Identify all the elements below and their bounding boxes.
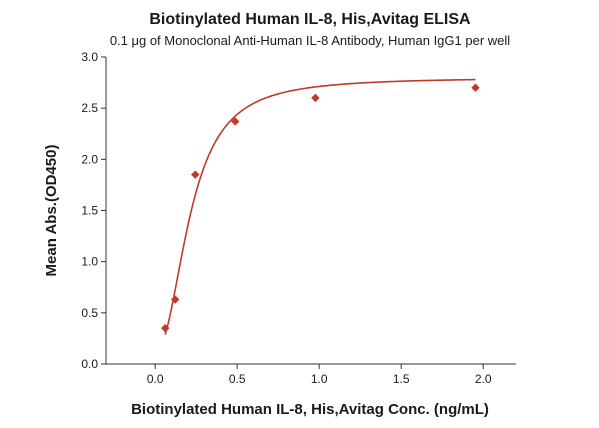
y-tick-label: 1.5 — [81, 204, 98, 218]
y-tick-label: 1.0 — [81, 255, 98, 269]
data-points-layer — [161, 83, 480, 333]
data-point — [231, 117, 240, 126]
data-point — [311, 93, 320, 103]
data-point — [191, 170, 200, 179]
x-tick-label: 0.5 — [229, 372, 246, 386]
y-axis-label: Mean Abs.(OD450) — [43, 145, 60, 277]
x-tick-label: 2.0 — [475, 372, 492, 386]
x-axis-label: Biotinylated Human IL-8, His,Avitag Conc… — [131, 401, 489, 418]
chart-axes: 0.0 0.5 1.0 1.5 2.0 2.5 3.0 0.0 0.5 1.0 1.5 2.0 — [81, 50, 516, 386]
x-tick-label: 1.0 — [311, 372, 328, 386]
y-tick-label: 3.0 — [81, 50, 98, 64]
fit-curve-layer — [164, 78, 476, 335]
data-point — [171, 295, 180, 304]
y-tick-label: 2.0 — [81, 152, 98, 166]
data-point — [471, 83, 480, 92]
x-tick-label: 0.0 — [147, 372, 164, 386]
data-point — [161, 323, 170, 333]
chart-title: Biotinylated Human IL-8, His,Avitag ELIS… — [149, 11, 471, 28]
y-tick-label: 0.5 — [81, 306, 98, 320]
chart-subtitle: 0.1 μg of Monoclonal Anti-Human IL-8 Ant… — [110, 33, 510, 48]
y-tick-label: 2.5 — [81, 101, 98, 115]
fit-curve — [164, 78, 476, 335]
y-tick-label: 0.0 — [81, 357, 98, 371]
x-tick-label: 1.5 — [393, 372, 410, 386]
